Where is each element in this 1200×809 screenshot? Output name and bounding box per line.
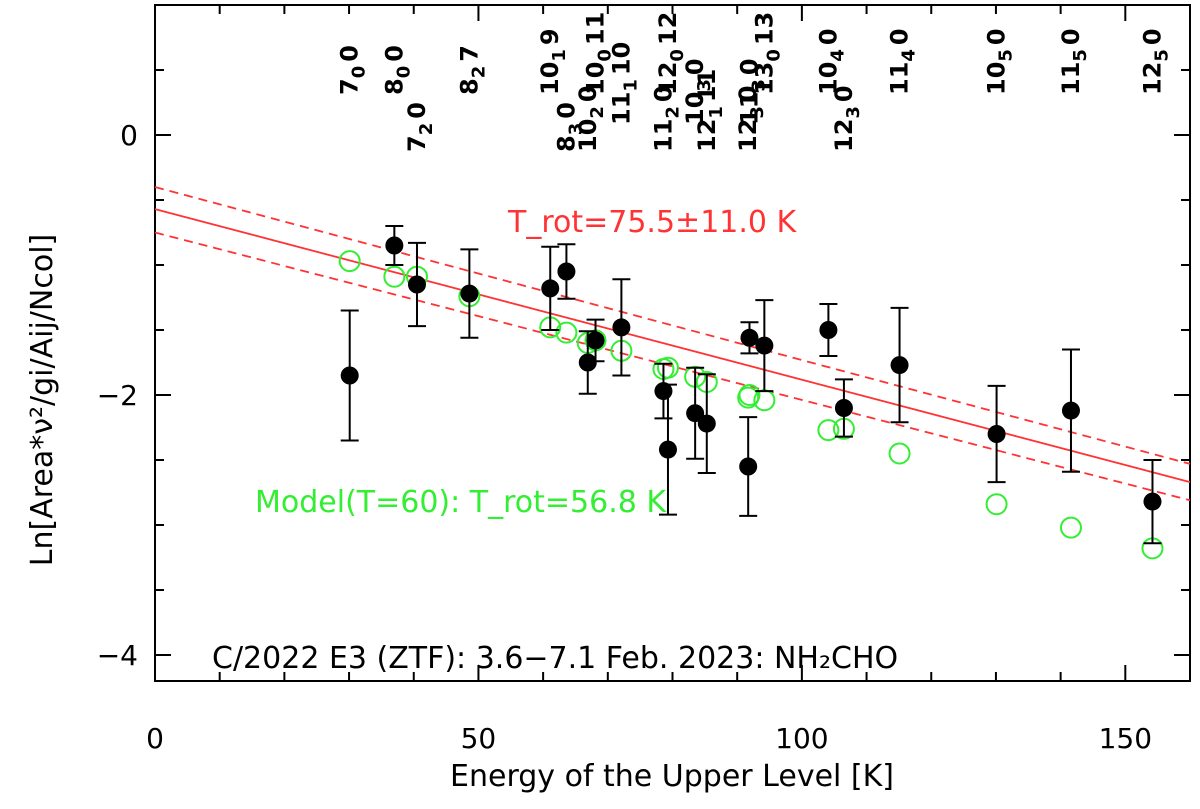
observed-point (579, 354, 597, 372)
y-axis-title: Ln[Area*ν²/gi/Aij/Ncol] (25, 234, 60, 566)
transition-labels: 7008007208271019830102010011111101120120… (336, 12, 1173, 152)
y-tick-label: −4 (97, 639, 138, 672)
x-tick-label: 100 (775, 722, 828, 755)
observed-point (1062, 402, 1080, 420)
observed-point (341, 367, 359, 385)
model-point (384, 267, 404, 287)
transition-label: 1140 (886, 28, 920, 95)
observed-point (819, 321, 837, 339)
transition-label: 720 (403, 102, 437, 152)
observed-point (460, 285, 478, 303)
transition-label: 1050 (983, 28, 1017, 95)
rotation-diagram-chart: 0 50 100 1500−2−4 7008007208271019830102010… (0, 0, 1200, 809)
fit-line (155, 209, 1190, 482)
model-point (987, 494, 1007, 514)
transition-label: 12012 (654, 12, 688, 95)
model-point (1061, 518, 1081, 538)
transition-label: 13013 (750, 12, 784, 95)
observed-point (385, 237, 403, 255)
observation-caption: C/2022 E3 (ZTF): 3.6−7.1 Feb. 2023: NH₂C… (212, 641, 898, 676)
transition-label: 827 (455, 45, 489, 95)
x-axis-title: Energy of the Upper Level [K] (450, 759, 894, 794)
observed-point (698, 415, 716, 433)
transition-label: 11110 (607, 42, 641, 125)
observed-point (541, 279, 559, 297)
observed-point (659, 441, 677, 459)
y-tick-label: −2 (97, 379, 138, 412)
x-tick-label: 150 (1099, 722, 1152, 755)
x-tick-label: 0 (146, 722, 164, 755)
model-point (890, 444, 910, 464)
transition-label: 1150 (1057, 28, 1091, 95)
transition-label: 1019 (536, 28, 570, 95)
transition-label: 800 (380, 45, 414, 95)
transition-label: 1250 (1138, 28, 1172, 95)
observed-point (612, 318, 630, 336)
observed-point (835, 399, 853, 417)
transition-label: 1230 (830, 85, 864, 152)
observed-point (739, 458, 757, 476)
observed-point (1143, 493, 1161, 511)
observed-point (891, 356, 909, 374)
model-temperature-label: Model(T=60): T_rot=56.8 K (255, 485, 667, 520)
observed-point (557, 263, 575, 281)
transition-label: 700 (336, 45, 370, 95)
y-tick-label: 0 (120, 119, 138, 152)
observed-point (755, 337, 773, 355)
observed-point (408, 276, 426, 294)
transition-label: 1040 (814, 28, 848, 95)
observed-point (988, 425, 1006, 443)
observed-point (587, 331, 605, 349)
fit-temperature-label: T_rot=75.5±11.0 K (507, 205, 798, 240)
x-tick-label: 50 (461, 722, 497, 755)
